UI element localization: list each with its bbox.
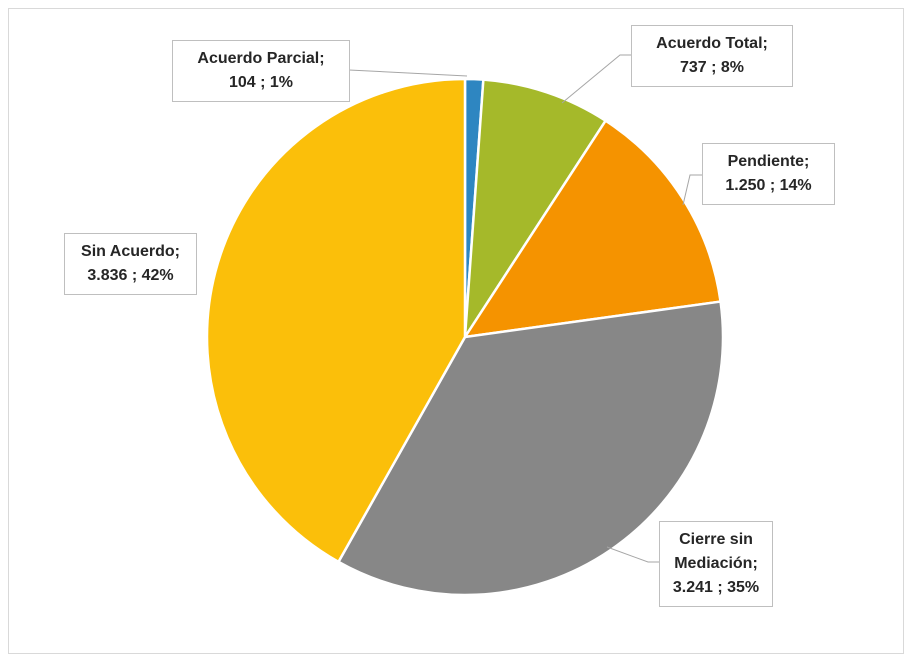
value-label: 104 ; 1% — [228, 74, 294, 91]
data-label: Acuerdo Total; 737 ; 8% — [631, 25, 793, 87]
category-label: Acuerdo Parcial; — [197, 50, 325, 67]
pie-slice — [463, 119, 722, 339]
value-label: 3.836 ; 42% — [87, 267, 174, 284]
pie-slice — [205, 77, 467, 564]
category-label: Acuerdo Total; — [656, 35, 768, 52]
value-label: 3.241 ; 35% — [672, 579, 760, 596]
value-label: 1.250 ; 14% — [725, 177, 812, 194]
leader-line — [561, 54, 631, 104]
pie-slice — [337, 300, 725, 597]
category-label: Cierre sin Mediación; — [674, 531, 758, 572]
data-label: Pendiente; 1.250 ; 14% — [702, 143, 835, 205]
leader-line — [606, 546, 659, 563]
data-label: Sin Acuerdo; 3.836 ; 42% — [64, 233, 197, 295]
value-label: 737 ; 8% — [679, 59, 745, 76]
chart-frame — [8, 8, 904, 654]
category-label: Pendiente; — [727, 153, 810, 170]
leader-line — [682, 174, 702, 206]
pie-slice — [463, 78, 607, 339]
data-label: Acuerdo Parcial; 104 ; 1% — [172, 40, 350, 102]
leader-line — [348, 69, 468, 77]
category-label: Sin Acuerdo; — [81, 243, 180, 260]
data-label: Cierre sin Mediación; 3.241 ; 35% — [659, 521, 773, 607]
